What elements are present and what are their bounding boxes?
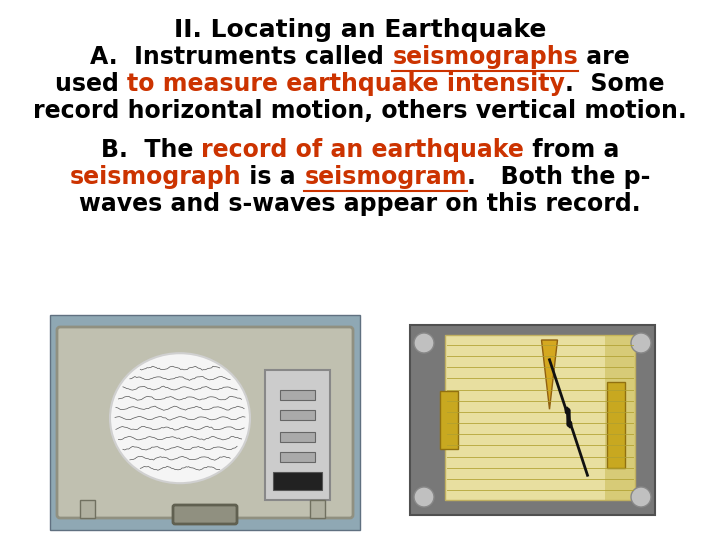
Text: B.  The: B. The: [101, 138, 201, 162]
FancyBboxPatch shape: [80, 500, 95, 518]
Text: .  Some: . Some: [565, 72, 665, 96]
Polygon shape: [541, 340, 557, 409]
FancyBboxPatch shape: [440, 391, 459, 449]
FancyBboxPatch shape: [605, 335, 635, 500]
Circle shape: [631, 333, 651, 353]
Text: are: are: [578, 45, 630, 69]
Text: used: used: [55, 72, 127, 96]
FancyBboxPatch shape: [607, 382, 625, 468]
Text: II. Locating an Earthquake: II. Locating an Earthquake: [174, 18, 546, 42]
Circle shape: [631, 487, 651, 507]
Text: is a: is a: [241, 165, 305, 189]
Text: waves and s-waves appear on this record.: waves and s-waves appear on this record.: [79, 192, 641, 216]
Text: seismograph: seismograph: [70, 165, 241, 189]
FancyBboxPatch shape: [265, 370, 330, 500]
FancyBboxPatch shape: [445, 335, 635, 500]
Text: from a: from a: [524, 138, 619, 162]
Bar: [280, 410, 315, 420]
FancyBboxPatch shape: [57, 327, 353, 518]
FancyBboxPatch shape: [173, 505, 237, 524]
Text: record horizontal motion, others vertical motion.: record horizontal motion, others vertica…: [33, 99, 687, 123]
Circle shape: [414, 487, 434, 507]
Bar: [280, 390, 315, 400]
Text: to measure earthquake intensity: to measure earthquake intensity: [127, 72, 565, 96]
Bar: [280, 452, 315, 462]
Bar: [280, 432, 315, 442]
FancyBboxPatch shape: [410, 325, 655, 515]
Circle shape: [414, 333, 434, 353]
Text: seismogram: seismogram: [305, 165, 467, 189]
Text: seismographs: seismographs: [392, 45, 578, 69]
FancyBboxPatch shape: [310, 500, 325, 518]
Text: A.  Instruments called: A. Instruments called: [90, 45, 392, 69]
FancyBboxPatch shape: [273, 472, 323, 490]
Text: .   Both the p-: . Both the p-: [467, 165, 650, 189]
Text: record of an earthquake: record of an earthquake: [201, 138, 524, 162]
FancyBboxPatch shape: [50, 315, 360, 530]
Ellipse shape: [110, 353, 250, 483]
